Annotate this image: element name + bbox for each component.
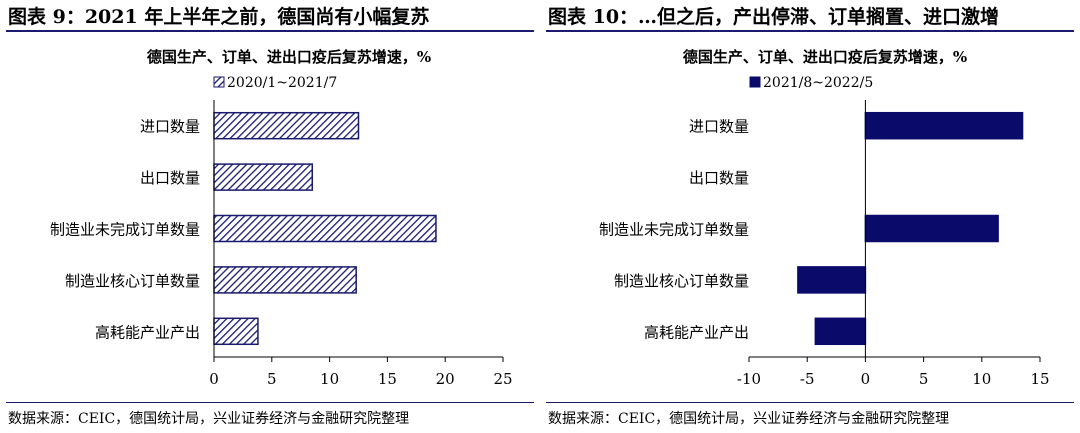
- title-divider: [546, 30, 1074, 32]
- source-note: 数据来源：CEIC，德国统计局，兴业证券经济与金融研究院整理: [548, 411, 950, 427]
- category-label: 制造业核心订单数量: [614, 272, 749, 290]
- legend-label: 2020/1~2021/7: [227, 75, 337, 91]
- x-tick-label: 15: [378, 370, 397, 388]
- x-tick-label: 15: [1030, 370, 1049, 388]
- x-tick-label: -5: [800, 370, 815, 388]
- x-tick-label: 0: [209, 370, 219, 388]
- category-label: 进口数量: [140, 118, 200, 136]
- x-tick-label: 0: [861, 370, 871, 388]
- bottom-divider: [546, 402, 1074, 403]
- legend-label: 2021/8~2022/5: [763, 75, 873, 91]
- bar: [814, 317, 867, 346]
- category-label: 制造业核心订单数量: [65, 272, 200, 290]
- figure-title: 图表 10：…但之后，产出停滞、订单搁置、进口激增: [548, 6, 1000, 28]
- figure-title: 图表 9：2021 年上半年之前，德国尚有小幅复苏: [8, 6, 430, 28]
- category-label: 出口数量: [689, 169, 749, 187]
- bar: [213, 111, 360, 140]
- bottom-divider: [6, 402, 534, 403]
- legend-swatch: [749, 76, 761, 88]
- category-label: 制造业未完成订单数量: [50, 221, 200, 239]
- x-tick-label: -10: [737, 370, 761, 388]
- x-tick-label: 10: [972, 370, 991, 388]
- bar-chart: 德国生产、订单、进出口疫后复苏增速，% 2021/8~2022/5 进口数量出口数量…: [599, 48, 1050, 388]
- category-label: 进口数量: [689, 118, 749, 136]
- category-label: 高耗能产业产出: [644, 323, 749, 341]
- category-label: 高耗能产业产出: [95, 323, 200, 341]
- bar: [864, 214, 999, 243]
- chart-title: 德国生产、订单、进出口疫后复苏增速，%: [683, 48, 967, 66]
- bar: [797, 266, 867, 294]
- bar: [864, 111, 1024, 140]
- bar: [213, 163, 314, 191]
- bar-chart: 德国生产、订单、进出口疫后复苏增速，% 2020/1~2021/7 进口数量出口数量…: [50, 48, 513, 388]
- left-figure-panel: 图表 9：2021 年上半年之前，德国尚有小幅复苏 德国生产、订单、进出口疫后复…: [6, 6, 534, 427]
- chart-title: 德国生产、订单、进出口疫后复苏增速，%: [147, 48, 431, 66]
- category-label: 出口数量: [140, 169, 200, 187]
- category-label: 制造业未完成订单数量: [599, 221, 749, 239]
- bar: [213, 266, 357, 294]
- x-tick-label: 20: [436, 370, 455, 388]
- bar: [213, 317, 259, 346]
- title-divider: [6, 30, 534, 32]
- x-tick-label: 25: [493, 370, 512, 388]
- legend-swatch: [213, 76, 225, 88]
- x-tick-label: 10: [320, 370, 339, 388]
- x-tick-label: 5: [919, 370, 929, 388]
- source-note: 数据来源：CEIC，德国统计局，兴业证券经济与金融研究院整理: [8, 411, 410, 427]
- right-figure-panel: 图表 10：…但之后，产出停滞、订单搁置、进口激增 德国生产、订单、进出口疫后复…: [540, 0, 1080, 433]
- bar: [213, 214, 437, 243]
- x-tick-label: 5: [267, 370, 277, 388]
